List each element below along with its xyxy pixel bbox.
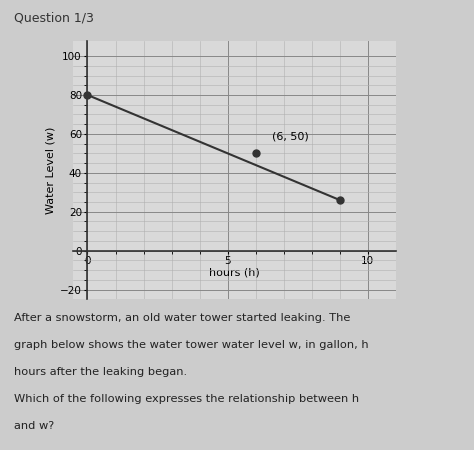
Text: Which of the following expresses the relationship between h: Which of the following expresses the rel… — [14, 394, 359, 404]
Text: hours after the leaking began.: hours after the leaking began. — [14, 367, 187, 377]
Text: graph below shows the water tower water level w, in gallon, h: graph below shows the water tower water … — [14, 340, 369, 350]
Point — [252, 150, 259, 157]
Text: and w?: and w? — [14, 421, 55, 431]
Text: After a snowstorm, an old water tower started leaking. The: After a snowstorm, an old water tower st… — [14, 313, 351, 323]
Y-axis label: Water Level (w): Water Level (w) — [46, 126, 56, 214]
Point — [336, 197, 344, 204]
Text: Question 1/3: Question 1/3 — [14, 11, 94, 24]
Point — [84, 91, 91, 99]
X-axis label: hours (h): hours (h) — [209, 268, 260, 278]
Text: (6, 50): (6, 50) — [273, 132, 309, 142]
